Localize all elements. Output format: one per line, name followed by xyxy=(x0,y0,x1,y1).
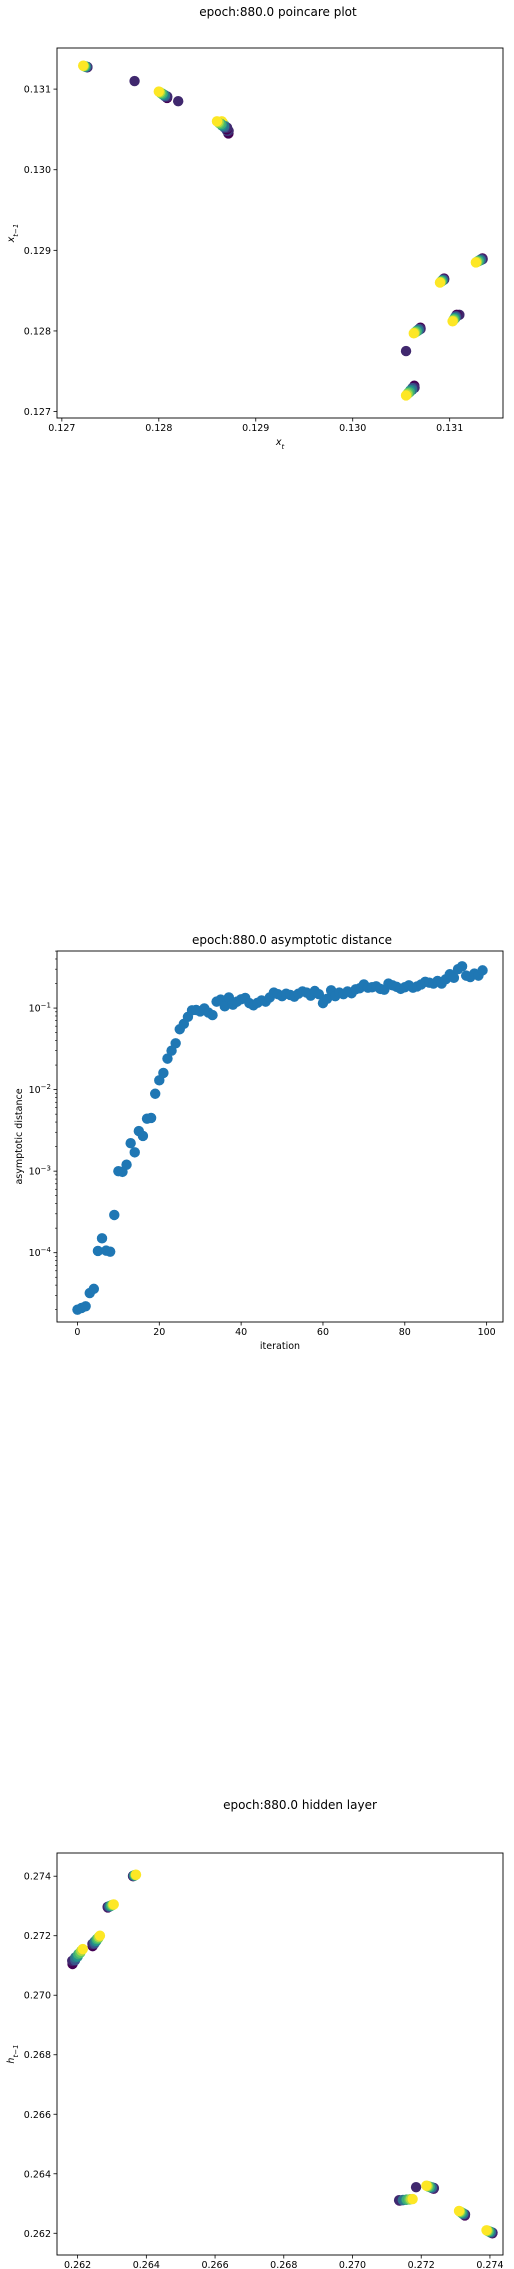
x-tick-label: 0.128 xyxy=(145,423,172,434)
data-point xyxy=(154,86,164,96)
data-point xyxy=(212,116,222,126)
asymptotic-distance-plot: epoch:880.0 asymptotic distance 0 20 40 60 80… xyxy=(0,925,514,1685)
data-point xyxy=(447,316,457,326)
data-point xyxy=(121,1159,131,1169)
data-point xyxy=(129,76,139,86)
poincare-plot: epoch:880.0 poincare plot 0.127 0.128 0.129… xyxy=(0,0,514,760)
x-tick-label: 0.272 xyxy=(408,2260,435,2269)
data-point xyxy=(97,1233,107,1243)
data-point xyxy=(401,346,411,356)
chart-title: epoch:880.0 asymptotic distance xyxy=(192,933,392,947)
data-point xyxy=(409,328,419,338)
data-point xyxy=(78,61,88,71)
y-tick-label: 10−3 xyxy=(29,1165,51,1178)
y-tick-label: 10−1 xyxy=(29,1002,51,1015)
y-tick-label: 0.264 xyxy=(24,2169,51,2180)
data-point xyxy=(131,1870,141,1880)
data-point xyxy=(401,390,411,400)
x-tick-label: 0.131 xyxy=(436,423,463,434)
data-point xyxy=(481,2225,491,2235)
data-point xyxy=(471,257,481,267)
x-tick-label: 80 xyxy=(399,1327,411,1338)
data-point xyxy=(125,1138,135,1148)
x-tick-label: 0.129 xyxy=(242,423,269,434)
y-tick-label: 0.270 xyxy=(24,1991,51,2002)
data-point xyxy=(108,1899,118,1909)
x-tick-label: 0.262 xyxy=(64,2260,91,2269)
data-point xyxy=(95,1931,105,1941)
y-tick-label: 0.130 xyxy=(24,165,51,176)
x-tick-label: 20 xyxy=(153,1327,165,1338)
x-tick-label: 0.268 xyxy=(270,2260,297,2269)
data-point xyxy=(435,277,445,287)
y-tick-label: 0.129 xyxy=(24,246,51,257)
y-tick-label: 0.127 xyxy=(24,407,51,418)
x-tick-label: 40 xyxy=(235,1327,247,1338)
data-point xyxy=(80,1301,90,1311)
data-point xyxy=(138,1131,148,1141)
x-tick-label: 0.130 xyxy=(339,423,366,434)
x-tick-label: 0.127 xyxy=(48,423,75,434)
y-tick-label: 0.128 xyxy=(24,326,51,337)
y-tick-label: 0.268 xyxy=(24,2050,51,2061)
chart-title: epoch:880.0 poincare plot xyxy=(199,5,357,19)
data-point xyxy=(158,1068,168,1078)
plot-frame xyxy=(57,1853,503,2255)
y-tick-label: 0.131 xyxy=(24,85,51,96)
y-tick-label: 0.274 xyxy=(24,1872,51,1883)
data-point xyxy=(457,961,467,971)
data-point xyxy=(89,1284,99,1294)
data-point xyxy=(130,1147,140,1157)
y-axis-label: xt−1 xyxy=(6,224,20,244)
x-tick-label: 0.274 xyxy=(476,2260,503,2269)
data-point xyxy=(421,2180,431,2190)
data-point xyxy=(173,96,183,106)
data-point xyxy=(78,1944,88,1954)
data-point xyxy=(477,965,487,975)
y-tick-label: 0.272 xyxy=(24,1931,51,1942)
data-point xyxy=(207,1010,217,1020)
y-tick-label: 0.266 xyxy=(24,2110,51,2121)
x-tick-label: 100 xyxy=(478,1327,496,1338)
data-point xyxy=(109,1210,119,1220)
x-tick-label: 0.270 xyxy=(339,2260,366,2269)
data-point xyxy=(150,1089,160,1099)
plot-frame xyxy=(57,951,503,1322)
x-tick-label: 0.266 xyxy=(201,2260,228,2269)
x-tick-label: 0 xyxy=(74,1327,80,1338)
data-point xyxy=(411,2182,421,2192)
y-axis-label: ht−1 xyxy=(6,2044,20,2063)
chart-title: epoch:880.0 hidden layer xyxy=(223,1798,377,1812)
y-axis-label: asymptotic distance xyxy=(14,1088,25,1184)
x-axis-label: xt xyxy=(275,437,285,451)
data-point xyxy=(146,1113,156,1123)
plot-frame xyxy=(57,48,503,418)
y-tick-label: 0.262 xyxy=(24,2229,51,2240)
hidden-layer-plot: epoch:880.0 hidden layer 0.262 0.264 0.266 0… xyxy=(0,1779,514,2269)
y-tick-label: 10−4 xyxy=(29,1246,52,1259)
x-tick-label: 60 xyxy=(317,1327,329,1338)
data-point xyxy=(105,1246,115,1256)
data-point xyxy=(407,2194,417,2204)
y-tick-label: 10−2 xyxy=(29,1083,51,1096)
data-point xyxy=(454,2206,464,2216)
x-axis-label: iteration xyxy=(260,1341,300,1352)
x-tick-label: 0.264 xyxy=(133,2260,160,2269)
data-point xyxy=(170,1038,180,1048)
